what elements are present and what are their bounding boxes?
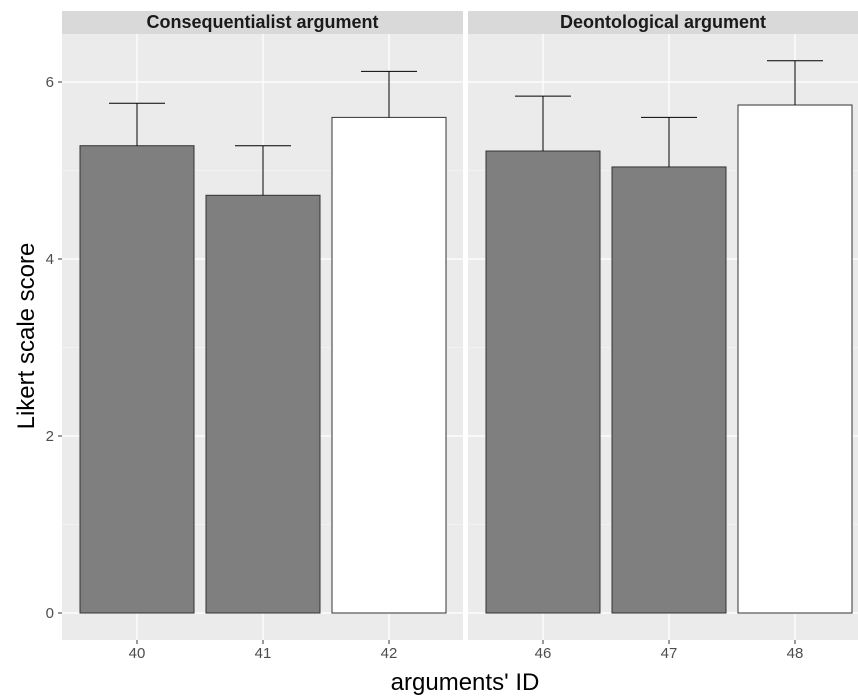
panel-strip xyxy=(62,11,463,34)
panel-title: Deontological argument xyxy=(560,12,766,32)
y-tick-label: 2 xyxy=(46,428,54,445)
y-axis-title: Likert scale score xyxy=(13,243,40,430)
bar-46 xyxy=(485,150,601,614)
panel-strip xyxy=(468,11,858,34)
x-tick-label: 41 xyxy=(255,645,272,662)
bar-42 xyxy=(331,116,447,614)
x-tick-label: 47 xyxy=(661,645,678,662)
y-tick-label: 6 xyxy=(46,74,54,91)
x-tick-label: 42 xyxy=(381,645,398,662)
bar-40 xyxy=(79,145,195,614)
x-axis-title: arguments' ID xyxy=(391,669,540,696)
x-tick-label: 40 xyxy=(129,645,146,662)
x-tick-label: 46 xyxy=(535,645,552,662)
x-tick-label: 48 xyxy=(787,645,804,662)
y-tick-label: 0 xyxy=(46,605,54,622)
y-tick-label: 4 xyxy=(46,251,54,268)
bar-41 xyxy=(205,194,321,614)
panel-1: Consequentialist argument 40 41 42 xyxy=(62,11,463,662)
panel-title: Consequentialist argument xyxy=(146,12,378,32)
panel-2: Deontological argument 46 47 48 xyxy=(468,11,858,662)
bar-48 xyxy=(737,104,853,614)
bar-47 xyxy=(611,166,727,614)
